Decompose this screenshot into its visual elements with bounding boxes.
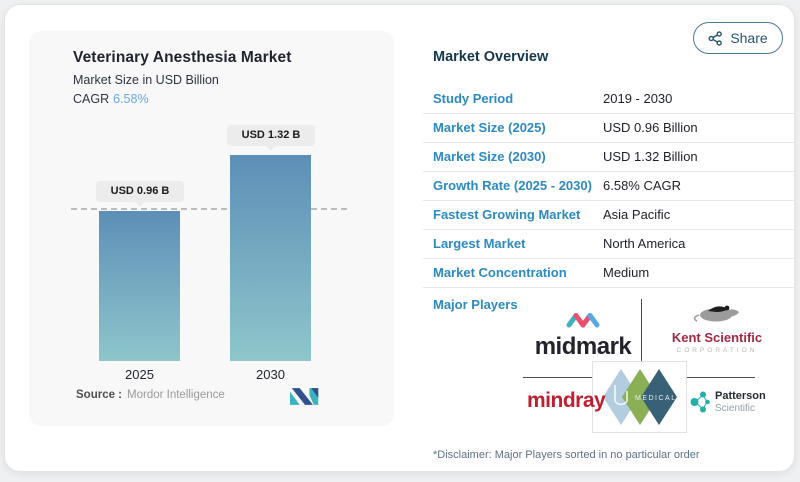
bar-label-2025: USD 0.96 B [96, 181, 184, 202]
mordor-intelligence-logo-icon [290, 387, 320, 409]
overview-table: Study Period 2019 - 2030 Market Size (2025… [423, 85, 794, 288]
x-tick-2030: 2030 [256, 367, 285, 382]
overview-row: Fastest Growing Market Asia Pacific [423, 201, 794, 230]
overview-row-value: Asia Pacific [603, 207, 671, 222]
overview-row-label: Market Size (2025) [433, 120, 546, 135]
share-button-label: Share [730, 30, 768, 46]
overview-row: Market Concentration Medium [423, 259, 794, 288]
source-label: Source : [76, 389, 123, 401]
cagr-value: 6.58% [113, 92, 149, 106]
market-overview-panel: Market Overview Study Period 2019 - 2030 M… [423, 45, 794, 475]
logo-divider-vertical [641, 299, 642, 363]
overview-row-value: USD 1.32 Billion [603, 149, 698, 164]
kent-corporation-text: CORPORATION [676, 347, 758, 354]
overview-row-label: Largest Market [433, 236, 526, 251]
overview-row: Growth Rate (2025 - 2030) 6.58% CAGR [423, 172, 794, 201]
overview-row: Market Size (2030) USD 1.32 Billion [423, 143, 794, 172]
midmark-m-icon [566, 313, 600, 328]
overview-row-value: North America [603, 236, 686, 251]
midmark-wordmark: midmark [534, 333, 632, 360]
x-tick-2025: 2025 [125, 367, 154, 382]
patterson-molecule-icon [690, 391, 710, 413]
jd-medical-logo: MEDICAL [592, 361, 687, 433]
bar-label-2030: USD 1.32 B [227, 125, 315, 146]
logo-divider-horizontal-right [687, 377, 755, 378]
jd-diamonds-icon: MEDICAL [602, 369, 677, 425]
overview-row: Study Period 2019 - 2030 [423, 85, 794, 114]
chart-cagr: CAGR 6.58% [73, 92, 149, 106]
disclaimer-text: *Disclaimer: Major Players sorted in no … [433, 449, 700, 461]
share-nodes-icon [708, 30, 723, 46]
overview-row-value: 2019 - 2030 [603, 91, 673, 106]
major-players-logos: midmark Kent Scientific CORPORATION [505, 293, 795, 439]
bar-2030 [230, 155, 311, 361]
patterson-scientific-logo: Patterson Scientific [688, 389, 766, 415]
bar-chart-plot: USD 0.96 B USD 1.32 B 2025 2030 [71, 121, 351, 382]
source-value: Mordor Intelligence [127, 389, 225, 401]
overview-row-label: Growth Rate (2025 - 2030) [433, 178, 592, 193]
overview-row: Market Size (2025) USD 0.96 Billion [423, 114, 794, 143]
svg-text:MEDICAL: MEDICAL [635, 395, 677, 402]
patterson-wordmark: Patterson [715, 389, 766, 402]
overview-title: Market Overview [433, 49, 549, 65]
mindray-logo: mindray [527, 389, 606, 412]
overview-row-label: Fastest Growing Market [433, 207, 581, 222]
kent-scientific-wordmark: Kent Scientific [671, 330, 763, 345]
overview-row-value: USD 0.96 Billion [603, 120, 698, 135]
overview-row-value: 6.58% CAGR [603, 178, 682, 193]
midmark-logo: midmark [525, 311, 641, 359]
cagr-label: CAGR [73, 92, 110, 106]
kent-rat-icon [693, 305, 739, 322]
overview-row-value: Medium [603, 265, 650, 280]
major-players-label: Major Players [433, 297, 518, 312]
overview-row: Largest Market North America [423, 230, 794, 259]
market-size-chart-card: Veterinary Anesthesia Market Market Size… [29, 31, 394, 426]
overview-row-label: Market Size (2030) [433, 149, 546, 164]
reference-dashed-line [71, 208, 347, 210]
patterson-scientific-text: Scientific [715, 402, 756, 414]
report-card: Veterinary Anesthesia Market Market Size… [4, 4, 795, 472]
overview-row-label: Study Period [433, 91, 514, 106]
bar-2025 [99, 211, 180, 361]
chart-title: Veterinary Anesthesia Market [73, 49, 292, 66]
kent-scientific-logo: Kent Scientific CORPORATION [653, 299, 781, 354]
logo-divider-horizontal-left [523, 377, 592, 378]
chart-subtitle: Market Size in USD Billion [73, 73, 219, 87]
overview-row-label: Market Concentration [433, 265, 567, 280]
source-row: Source : Mordor Intelligence [76, 387, 356, 411]
share-button[interactable]: Share [693, 22, 783, 54]
